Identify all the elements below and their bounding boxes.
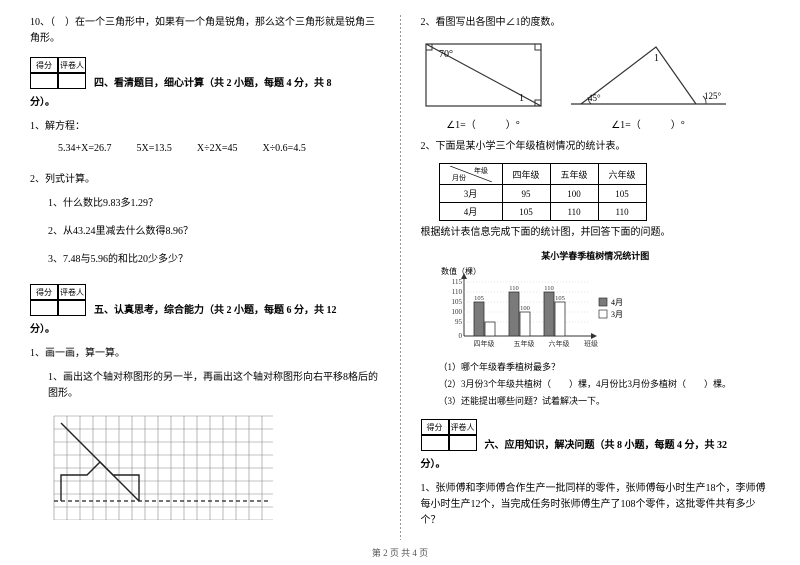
- q4-2: 2、列式计算。: [30, 172, 380, 188]
- shape-diag: [61, 423, 139, 501]
- svg-text:110: 110: [544, 285, 554, 292]
- tri-figure: 45° 1 125° ∠1=（ ）°: [566, 39, 731, 131]
- page-footer: 第 2 页 共 4 页: [0, 546, 800, 559]
- svg-text:110: 110: [451, 288, 462, 296]
- th: 年级月份: [439, 164, 502, 185]
- td: 95: [502, 185, 550, 203]
- left-column: 10、（ ）在一个三角形中，如果有一个角是锐角，那么这个三角形就是锐角三角形。 …: [30, 15, 380, 540]
- section-6-head: 得分评卷人 六、应用知识，解决问题（共 8 小题，每题 4 分，共 32: [421, 419, 771, 451]
- q6-1: 1、张师傅和李师傅合作生产一批同样的零件，张师傅每小时生产18个，李师傅每小时生…: [421, 481, 771, 529]
- td: 110: [550, 203, 598, 221]
- svg-text:100: 100: [451, 308, 462, 316]
- angle-70: 70°: [439, 49, 453, 60]
- ylabel: 数值（棵）: [441, 266, 481, 276]
- q5-1: 1、画一画，算一算。: [30, 346, 380, 362]
- th: 六年级: [598, 164, 646, 185]
- td: 105: [502, 203, 550, 221]
- sq2: （2）3月份3个年级共植树（ ）棵，4月份比3月份多植树（ ）棵。: [421, 377, 771, 390]
- eq: X÷2X=45: [197, 143, 238, 154]
- th: 四年级: [502, 164, 550, 185]
- svg-text:100: 100: [520, 305, 530, 312]
- svg-text:105: 105: [451, 298, 462, 306]
- grader-h: 评卷人: [449, 419, 477, 435]
- angle-1: 1: [519, 93, 524, 104]
- eq: X÷0.6=4.5: [262, 143, 305, 154]
- td: 110: [598, 203, 646, 221]
- grader-v: [58, 300, 86, 316]
- grid-svg: [48, 410, 273, 520]
- q4-2-2: 2、从43.24里减去什么数得8.96？: [30, 224, 380, 240]
- sq1: （1）哪个年级春季植树最多？: [421, 360, 771, 373]
- svg-text:4月: 4月: [611, 298, 623, 307]
- equations: 5.34+X=26.7 5X=13.5 X÷2X=45 X÷0.6=4.5: [30, 143, 380, 154]
- sq3: （3）还能提出哪些问题？试着解决一下。: [421, 394, 771, 407]
- grader-v: [58, 73, 86, 89]
- td: 105: [598, 185, 646, 203]
- chart-title: 某小学春季植树情况统计图: [421, 249, 771, 262]
- angle-fill-1: ∠1=（ ）°: [421, 116, 546, 131]
- svg-text:3月: 3月: [611, 310, 623, 319]
- td: 3月: [439, 185, 502, 203]
- svg-text:五年级: 五年级: [513, 339, 534, 348]
- svg-text:105: 105: [474, 295, 484, 302]
- angle-45: 45°: [588, 93, 601, 103]
- svg-text:年级: 年级: [474, 166, 488, 175]
- score-box: 得分评卷人: [30, 57, 86, 89]
- score-v: [30, 73, 58, 89]
- eq: 5X=13.5: [137, 143, 172, 154]
- column-divider: [400, 15, 401, 540]
- score-v: [421, 435, 449, 451]
- score-box: 得分评卷人: [30, 284, 86, 316]
- svg-text:95: 95: [455, 318, 463, 326]
- svg-text:115: 115: [451, 278, 462, 286]
- q5-1-1: 1、画出这个轴对称图形的另一半，再画出这个轴对称图形向右平移8格后的图形。: [30, 370, 380, 402]
- score-h: 得分: [30, 284, 58, 300]
- question-10: 10、（ ）在一个三角形中，如果有一个角是锐角，那么这个三角形就是锐角三角形。: [30, 15, 380, 47]
- svg-text:班级: 班级: [584, 339, 598, 348]
- q-angle: 2、看图写出各图中∠1的度数。: [421, 15, 771, 31]
- svg-text:四年级: 四年级: [473, 339, 494, 348]
- section-5-title: 五、认真思考，综合能力（共 2 小题，每题 6 分，共 12: [94, 301, 380, 316]
- section-5-head: 得分评卷人 五、认真思考，综合能力（共 2 小题，每题 6 分，共 12: [30, 284, 380, 316]
- bar-chart: 数值（棵） 115110105100950 105110100110105 四年…: [439, 266, 771, 356]
- svg-text:110: 110: [509, 285, 519, 292]
- q-chart-intro: 根据统计表信息完成下面的统计图，并回答下面的问题。: [421, 225, 771, 241]
- grader-h: 评卷人: [58, 57, 86, 73]
- svg-text:105: 105: [555, 295, 565, 302]
- td: 4月: [439, 203, 502, 221]
- angle-fill-2: ∠1=（ ）°: [566, 116, 731, 131]
- th: 五年级: [550, 164, 598, 185]
- grader-v: [449, 435, 477, 451]
- q4-2-1: 1、什么数比9.83多1.29？: [30, 196, 380, 212]
- right-column: 2、看图写出各图中∠1的度数。 70° 1 ∠1=（ ）° 45° 1 125°…: [421, 15, 771, 540]
- svg-text:月份: 月份: [452, 173, 466, 182]
- q4-2-3: 3、7.48与5.96的和比20少多少？: [30, 252, 380, 268]
- rect-figure: 70° 1 ∠1=（ ）°: [421, 39, 546, 131]
- score-h: 得分: [30, 57, 58, 73]
- score-h: 得分: [421, 419, 449, 435]
- td: 100: [550, 185, 598, 203]
- grader-h: 评卷人: [58, 284, 86, 300]
- svg-text:0: 0: [458, 332, 462, 340]
- score-v: [30, 300, 58, 316]
- section-4-title: 四、看清题目，细心计算（共 2 小题，每题 4 分，共 8: [94, 74, 380, 89]
- svg-text:六年级: 六年级: [548, 339, 569, 348]
- section-4-head: 得分评卷人 四、看清题目，细心计算（共 2 小题，每题 4 分，共 8: [30, 57, 380, 89]
- eq: 5.34+X=26.7: [58, 143, 112, 154]
- angle-125: 125°: [704, 91, 722, 101]
- data-table: 年级月份四年级五年级六年级 3月95100105 4月105110110: [439, 163, 647, 221]
- grid-figure: [48, 410, 380, 520]
- q-table: 2、下面是某小学三个年级植树情况的统计表。: [421, 139, 771, 155]
- score-box: 得分评卷人: [421, 419, 477, 451]
- angle-1b: 1: [654, 53, 659, 64]
- section-5-tail: 分）。: [30, 322, 380, 338]
- section-6-title: 六、应用知识，解决问题（共 8 小题，每题 4 分，共 32: [485, 436, 771, 451]
- section-4-tail: 分）。: [30, 95, 380, 111]
- section-6-tail: 分）。: [421, 457, 771, 473]
- q4-1: 1、解方程：: [30, 119, 380, 135]
- angle-figures: 70° 1 ∠1=（ ）° 45° 1 125° ∠1=（ ）°: [421, 39, 771, 131]
